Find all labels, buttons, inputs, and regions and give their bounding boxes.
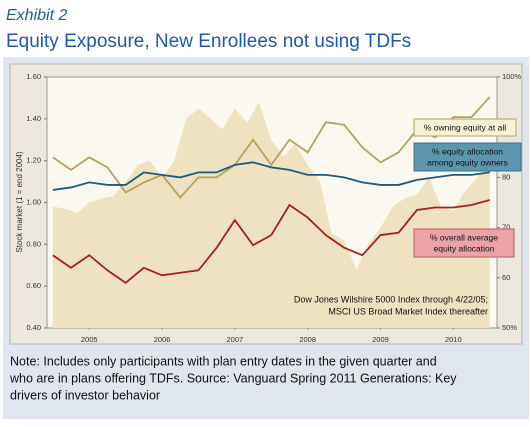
series-label: % equity allocation <box>432 146 503 156</box>
area-annotation: Dow Jones Wilshire 5000 Index through 4/… <box>294 294 488 304</box>
note-line: drivers of investor behavior <box>10 388 160 402</box>
y-tick-label: 1.40 <box>26 114 41 123</box>
x-tick-label: 2006 <box>154 335 171 344</box>
area-annotation: MSCI US Broad Market Index thereafter <box>328 306 488 316</box>
note-line: Note: Includes only participants with pl… <box>10 354 437 368</box>
y-tick-label: 0.80 <box>26 239 41 248</box>
y2-tick-label: 50% <box>502 323 517 332</box>
y-tick-label: 1.60 <box>26 72 41 81</box>
y2-tick-label: 80 <box>502 172 510 181</box>
index-area <box>52 102 490 328</box>
y-tick-label: 1.20 <box>26 156 41 165</box>
series-line <box>52 199 490 284</box>
series-label-box <box>413 118 517 137</box>
chart-title: Equity Exposure, New Enrollees not using… <box>6 31 411 52</box>
y-tick-label: 0.60 <box>26 281 41 290</box>
y2-tick-label: 100% <box>502 72 522 81</box>
y2-tick-label: 60 <box>502 273 510 282</box>
x-tick-label: 2005 <box>81 335 98 344</box>
x-tick-label: 2008 <box>299 335 316 344</box>
series-label: % owning equity at all <box>424 122 506 132</box>
y-tick-label: 0.40 <box>26 323 41 332</box>
series-label: % overall average <box>430 232 498 242</box>
y2-tick-label: 70 <box>502 223 510 232</box>
series-label-box <box>413 228 515 258</box>
y-axis-label: Stock market (1 = end 2004) <box>15 151 24 253</box>
x-tick-label: 2007 <box>227 335 244 344</box>
series-label-box <box>413 142 522 172</box>
exhibit-label: Exhibit 2 <box>6 7 67 24</box>
series-label: among equity owners <box>427 157 508 167</box>
x-tick-label: 2010 <box>445 335 462 344</box>
series-line <box>52 161 490 191</box>
y-tick-label: 1.00 <box>26 197 41 206</box>
note-line: who are in plans offering TDFs. Source: … <box>9 371 457 385</box>
x-tick-label: 2009 <box>372 335 389 344</box>
series-label: equity allocation <box>434 243 495 253</box>
